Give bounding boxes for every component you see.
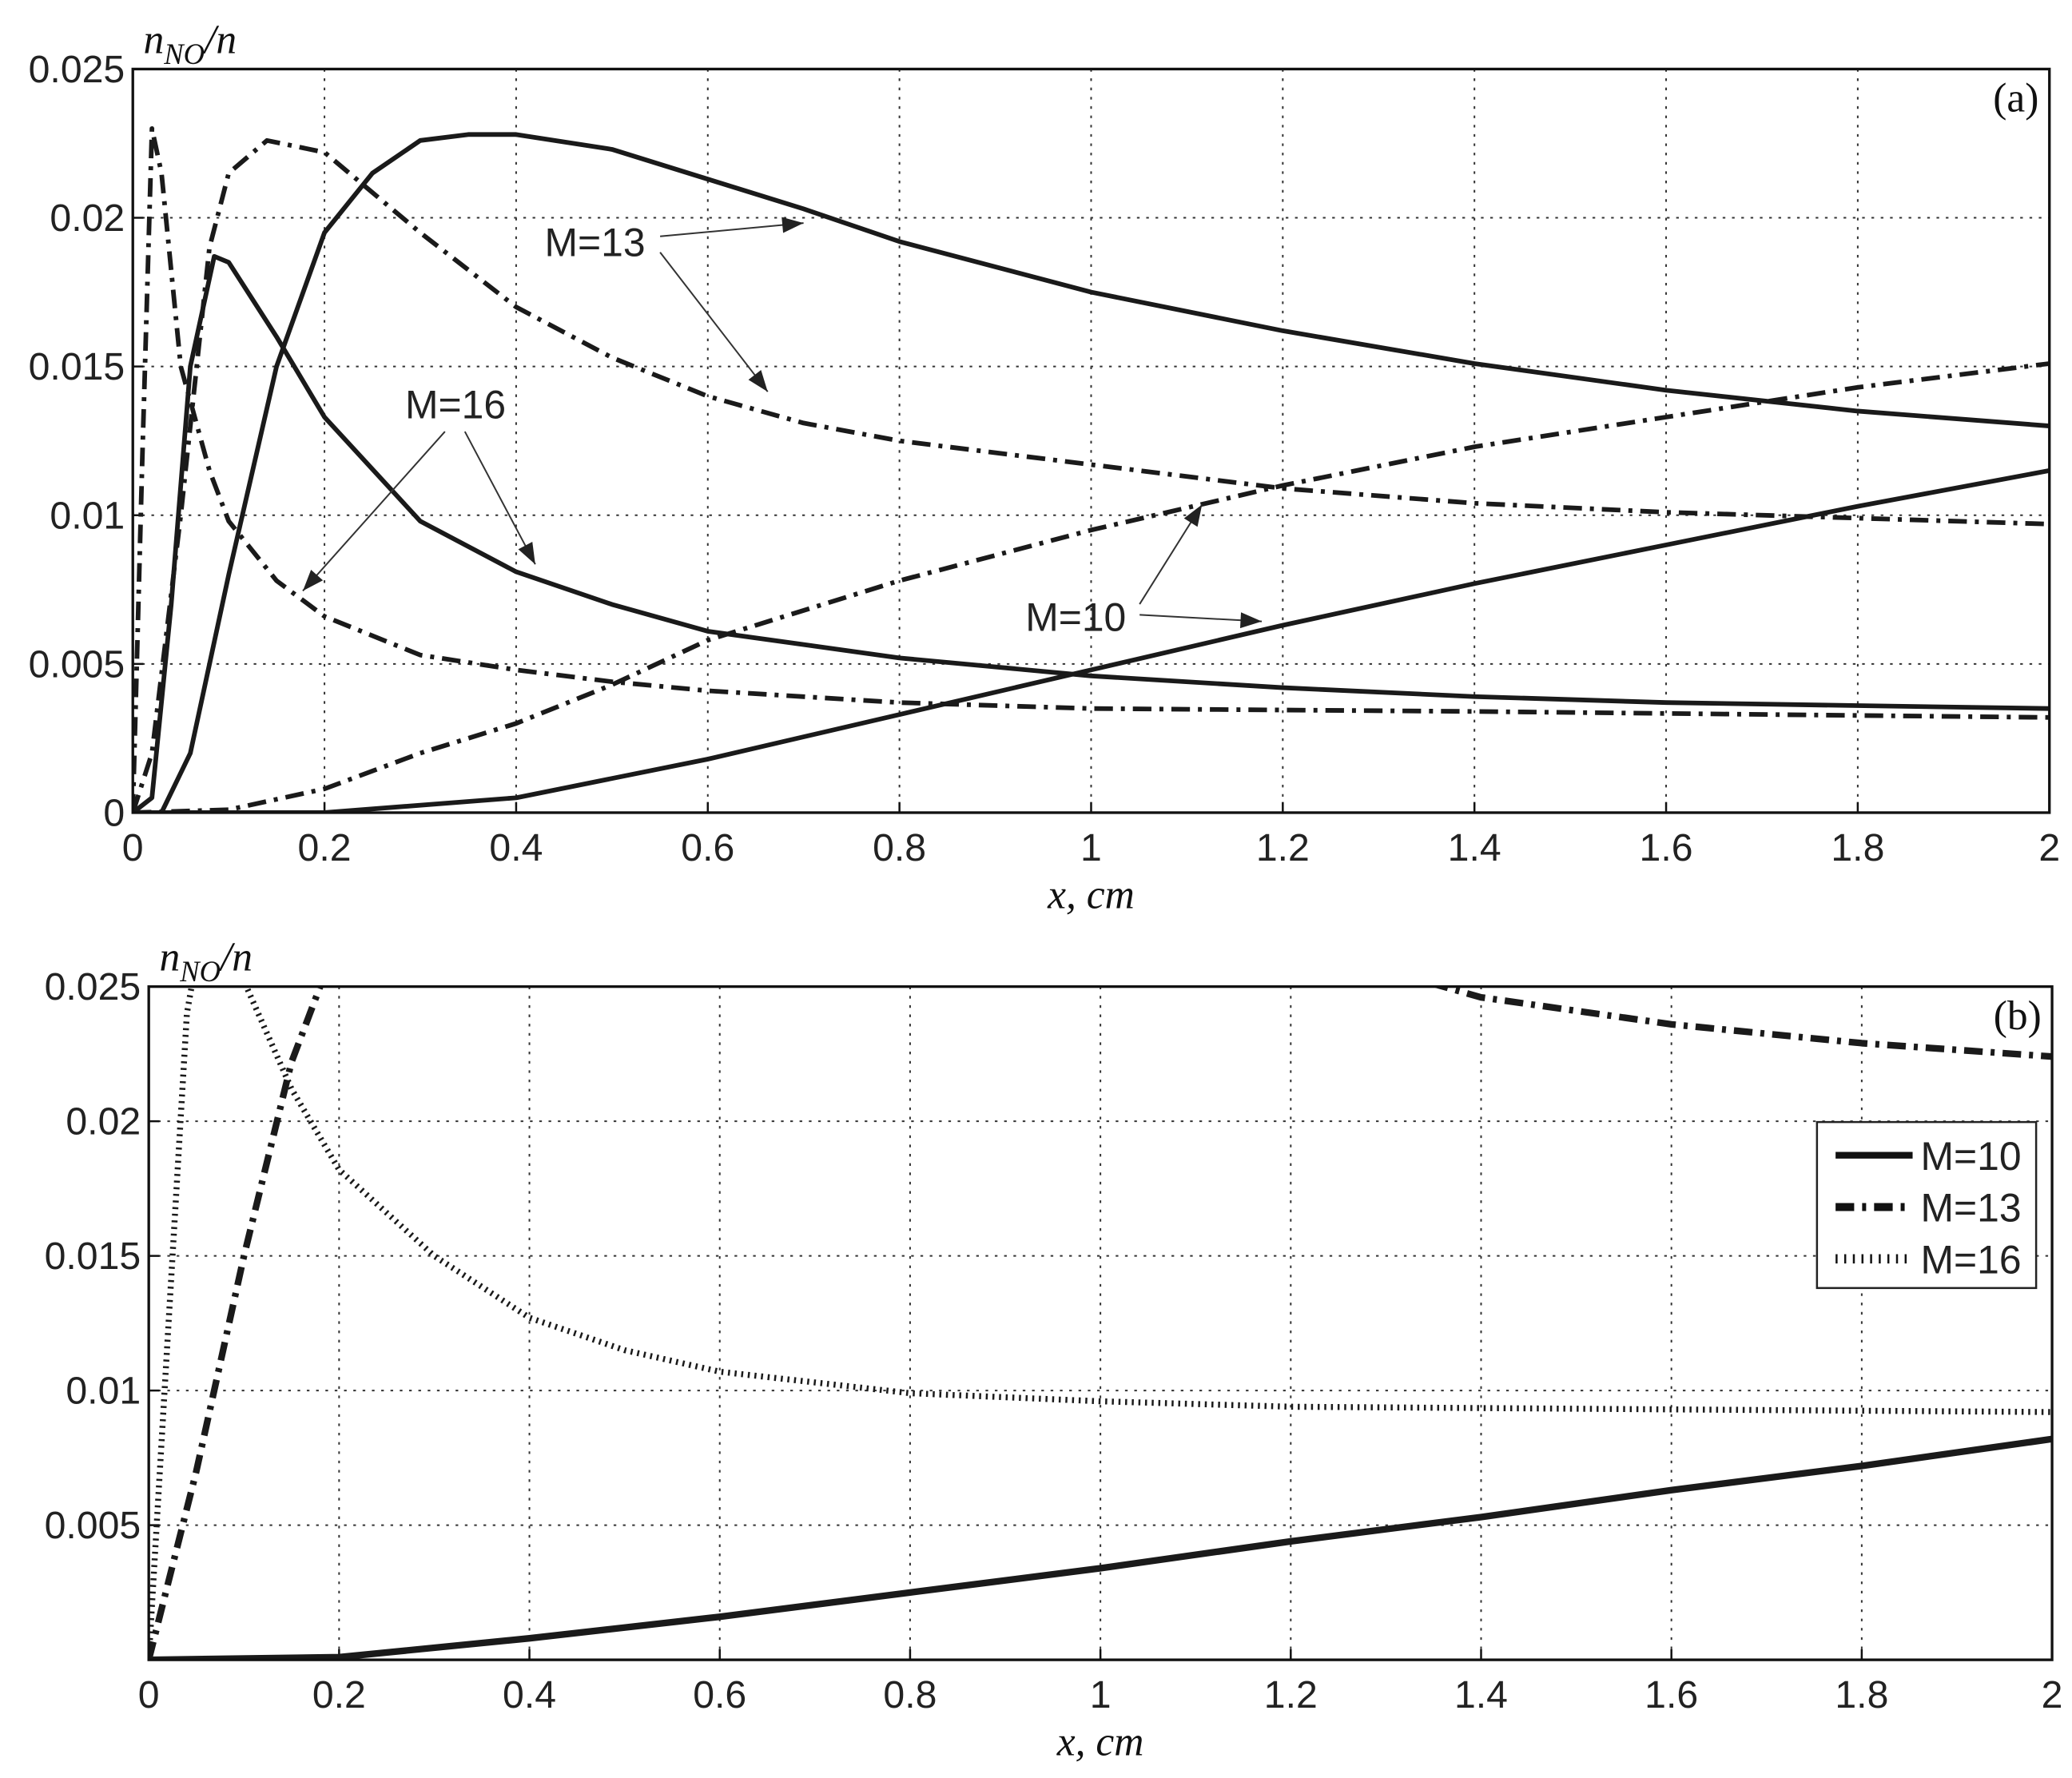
panel-a: 0 0.2 0.4 0.6 0.8 1 1.2 1.4 1.6 1.8 2 0 0.005 0.01 0.0… [29, 17, 2061, 917]
y-tick-label: 0.025 [29, 48, 125, 91]
x-tick-label: 1.6 [1644, 1673, 1698, 1716]
x-tick-label: 1.8 [1831, 826, 1884, 869]
x-tick-label: 0.4 [489, 826, 543, 869]
x-tick-label: 1.2 [1264, 1673, 1318, 1716]
plot-frame [131, 67, 2051, 814]
annotation-label: M=10 [1025, 595, 1126, 639]
x-tick-label: 2 [2042, 1673, 2063, 1716]
panel-label: (b) [1994, 993, 2042, 1039]
y-tick-label: 0.015 [45, 1235, 141, 1278]
y-tick-label: 0.02 [66, 1100, 141, 1144]
panel-label: (a) [1993, 76, 2038, 121]
x-tick-label: 0 [122, 826, 144, 869]
x-tick-label: 2 [2038, 826, 2060, 869]
arrowhead-icon [781, 217, 804, 233]
series-line-M10-solid [149, 1435, 2053, 1661]
x-tick-label: 0.6 [693, 1673, 746, 1716]
arrowhead-icon [1239, 612, 1263, 629]
annotation-arrow [660, 222, 804, 237]
legend-label: M=10 [1921, 1134, 2022, 1179]
annotation-label: M=13 [544, 221, 645, 265]
series-line-M16-solid [133, 253, 2050, 813]
x-axis-label: x, cm [1056, 1720, 1144, 1765]
series-line-M13-dashdot [149, 986, 2053, 1661]
arrowhead-icon [1183, 504, 1203, 527]
x-tick-label: 0.8 [873, 826, 926, 869]
y-axis-label: nNO/n [144, 17, 237, 70]
annotation-arrow [463, 431, 536, 565]
series-line-M16-dashdot [133, 125, 2050, 813]
y-tick-label: 0.015 [29, 345, 125, 388]
x-tick-label: 1.4 [1448, 826, 1501, 869]
x-tick-label: 1.6 [1640, 826, 1693, 869]
plot-frame [147, 984, 2054, 1661]
x-tick-label: 0.2 [298, 826, 352, 869]
series-line-M13-solid [159, 132, 2050, 813]
annotation-arrow [659, 252, 769, 392]
x-tick-label: 1.2 [1256, 826, 1310, 869]
annotation-arrow [302, 431, 446, 592]
y-tick-label: 0.01 [50, 494, 125, 537]
legend-label: M=16 [1921, 1238, 2022, 1283]
x-tick-label: 0.8 [883, 1673, 937, 1716]
x-axis-label: x, cm [1047, 873, 1135, 918]
y-tick-label: 0 [103, 792, 125, 835]
panel-b: 0 0.2 0.4 0.6 0.8 1 1.2 1.4 1.6 1.8 2 0.005 0.01 0.01… [45, 935, 2063, 1765]
legend: M=10 M=13 M=16 [1815, 1120, 2038, 1290]
y-tick-label: 0.025 [45, 965, 141, 1008]
x-tick-label: 0.2 [312, 1673, 366, 1716]
x-tick-label: 0 [138, 1673, 160, 1716]
y-tick-label: 0.005 [45, 1504, 141, 1547]
annotation-label: M=16 [405, 382, 506, 427]
y-tick-label: 0.02 [50, 197, 125, 240]
arrowhead-icon [518, 542, 535, 565]
x-tick-label: 0.6 [681, 826, 734, 869]
y-tick-label: 0.01 [66, 1370, 141, 1413]
x-tick-label: 1.8 [1835, 1673, 1888, 1716]
series-line-M10-dashdot [133, 361, 2050, 813]
y-axis-label: nNO/n [159, 935, 253, 988]
arrowhead-icon [302, 569, 324, 591]
arrowhead-icon [748, 370, 768, 392]
x-tick-label: 0.4 [503, 1673, 556, 1716]
x-tick-label: 1 [1080, 826, 1102, 869]
x-tick-label: 1 [1090, 1673, 1112, 1716]
series-line-M10-solid [133, 468, 2050, 813]
legend-label: M=13 [1921, 1186, 2022, 1231]
x-tick-label: 1.4 [1454, 1673, 1508, 1716]
y-tick-label: 0.005 [29, 642, 125, 686]
